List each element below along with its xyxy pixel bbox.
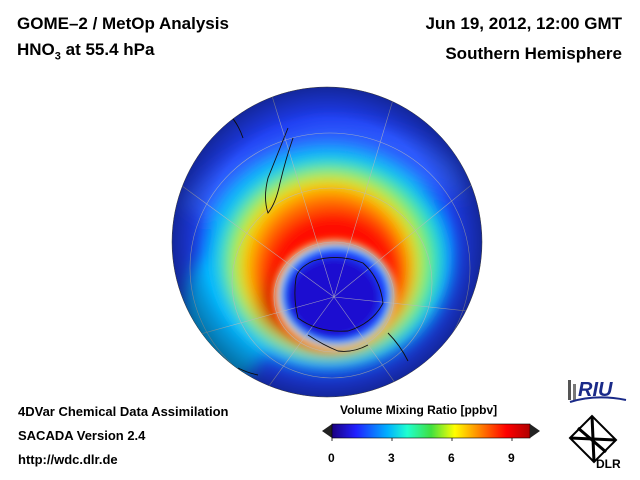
dlr-logo-text: DLR — [596, 457, 621, 470]
region-label: Southern Hemisphere — [445, 44, 622, 63]
colorbar-tick-6: 6 — [448, 451, 455, 465]
title-species: HNO — [17, 40, 55, 59]
title-pressure: at 55.4 hPa — [60, 40, 155, 59]
colorbar — [322, 423, 540, 441]
title-line2: HNO3 at 55.4 hPa — [17, 40, 154, 62]
globe-map — [171, 86, 483, 398]
riu-logo-text: RIU — [578, 379, 613, 401]
footer-line1: 4DVar Chemical Data Assimilation — [18, 404, 229, 419]
footer-line2: SACADA Version 2.4 — [18, 428, 146, 443]
riu-logo: RIU — [568, 379, 627, 403]
title-subscript: 3 — [54, 50, 61, 63]
dlr-logo: DLR — [568, 414, 621, 470]
title-line1: GOME–2 / MetOp Analysis — [17, 14, 229, 33]
footer-url: http://wdc.dlr.de — [18, 452, 118, 467]
date-label: Jun 19, 2012, 12:00 GMT — [425, 14, 622, 33]
colorbar-title: Volume Mixing Ratio [ppbv] — [340, 403, 498, 417]
colorbar-tick-9: 9 — [508, 451, 515, 465]
colorbar-tick-0: 0 — [328, 451, 335, 465]
colorbar-tick-3: 3 — [388, 451, 395, 465]
